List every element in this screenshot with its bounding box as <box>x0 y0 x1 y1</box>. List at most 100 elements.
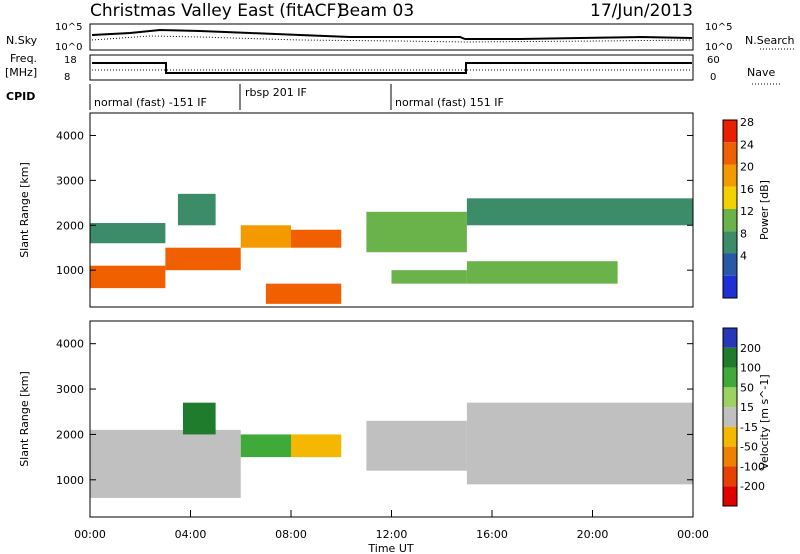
velocity-colorbar-seg <box>723 367 737 388</box>
velocity-colorbar-seg <box>723 328 737 348</box>
velocity-colorbar-seg <box>723 426 737 447</box>
nsearch-trace <box>91 35 693 43</box>
ytick-label: 4000 <box>56 338 84 351</box>
freq-label: Freq. <box>10 52 37 65</box>
x-axis-ticks: 00:00 04:00 08:00 12:00 16:00 20:00 00:00 <box>74 510 709 541</box>
velocity-band-2 <box>240 434 291 458</box>
cpid-segment-3: normal (fast) 151 IF <box>395 96 504 109</box>
beam-label: Beam 03 <box>338 1 414 21</box>
power-heatmap <box>90 193 693 304</box>
power-band-9 <box>466 261 618 284</box>
velocity-heatmap <box>90 402 693 498</box>
velocity-colorbar-seg <box>723 446 737 467</box>
xtick-label: 12:00 <box>376 528 408 541</box>
nsky-trace <box>91 28 693 40</box>
power-colorbar-tick: 8 <box>740 227 747 240</box>
freq-tick-top: 18 <box>64 55 77 66</box>
ytick-label: 2000 <box>56 428 84 441</box>
nave-tick-top: 60 <box>707 55 720 66</box>
power-colorbar-label: Power [dB] <box>758 180 771 240</box>
velocity-colorbar-seg <box>723 486 737 506</box>
power-colorbar-seg <box>723 231 737 254</box>
power-colorbar-tick: 20 <box>740 161 754 174</box>
power-colorbar-seg <box>723 120 737 143</box>
ytick-label: 3000 <box>56 174 84 187</box>
xtick-label: 00:00 <box>74 528 106 541</box>
power-panel: Slant Range [km] 4000 3000 2000 1000 <box>18 112 694 308</box>
power-band-8 <box>391 270 467 284</box>
power-colorbar-seg <box>723 253 737 276</box>
nsearch-tick-bottom: 10^0 <box>705 42 732 53</box>
velocity-colorbar-tick: -15 <box>740 421 758 434</box>
ytick-label: 1000 <box>56 264 84 277</box>
power-colorbar: 28 24 20 16 12 8 4 <box>722 116 754 299</box>
nave-label: Nave <box>747 66 775 79</box>
power-band-1 <box>90 223 166 244</box>
xtick-label: 04:00 <box>175 528 207 541</box>
velocity-band-3 <box>291 434 342 458</box>
xtick-label: 16:00 <box>476 528 508 541</box>
velocity-yticks: 4000 3000 2000 1000 <box>56 338 693 487</box>
chart-title: Christmas Valley East (fitACF) <box>90 1 343 21</box>
freq-tick-bottom: 8 <box>64 72 70 83</box>
cpid-row: CPID normal (fast) -151 IF rbsp 201 IF n… <box>6 84 504 110</box>
power-band-3 <box>177 193 216 226</box>
nsearch-tick-top: 10^5 <box>705 22 732 33</box>
freq-trace <box>92 62 692 74</box>
ytick-label: 2000 <box>56 219 84 232</box>
velocity-colorbar-tick: 15 <box>740 401 754 414</box>
xtick-label: 20:00 <box>577 528 609 541</box>
velocity-band-5 <box>466 402 693 485</box>
xtick-label: 08:00 <box>275 528 307 541</box>
power-colorbar-tick: 12 <box>740 205 754 218</box>
velocity-colorbar-tick: -50 <box>740 441 758 454</box>
power-colorbar-tick: 16 <box>740 183 754 196</box>
power-band-2 <box>165 247 241 271</box>
velocity-band-4 <box>366 420 467 471</box>
nsky-panel: N.Sky 10^5 10^0 10^5 10^0 N.Search <box>6 22 795 53</box>
power-colorbar-tick: 4 <box>740 250 747 263</box>
ytick-label: 3000 <box>56 383 84 396</box>
power-colorbar-seg <box>723 186 737 209</box>
velocity-ylabel: Slant Range [km] <box>18 371 31 467</box>
velocity-colorbar-tick: 200 <box>740 342 761 355</box>
ytick-label: 4000 <box>56 129 84 142</box>
velocity-colorbar-tick: -100 <box>740 460 765 473</box>
xtick-label: 00:00 <box>677 528 709 541</box>
cpid-label: CPID <box>6 90 35 103</box>
power-band-7 <box>366 211 467 253</box>
nsearch-label: N.Search <box>745 34 795 47</box>
x-axis-label: Time UT <box>367 542 413 554</box>
velocity-colorbar-tick: -200 <box>740 480 765 493</box>
velocity-colorbar: 200 100 50 15 -15 -50 -100 -200 <box>722 327 765 507</box>
power-band-6 <box>265 283 342 304</box>
power-colorbar-seg <box>723 164 737 187</box>
power-colorbar-tick: 24 <box>740 138 754 151</box>
ytick-label: 1000 <box>56 474 84 487</box>
nave-tick-bottom: 0 <box>710 72 716 83</box>
power-colorbar-tick: 28 <box>740 116 754 129</box>
velocity-colorbar-tick: 100 <box>740 362 761 375</box>
power-band-0 <box>90 265 166 289</box>
velocity-colorbar-seg <box>723 407 737 427</box>
power-ylabel: Slant Range [km] <box>18 162 31 258</box>
power-yticks: 4000 3000 2000 1000 <box>56 129 693 277</box>
velocity-colorbar-seg <box>723 347 737 368</box>
power-colorbar-seg <box>723 209 737 232</box>
power-colorbar-seg <box>723 142 737 165</box>
power-colorbar-seg <box>723 275 737 298</box>
cpid-segment-1: normal (fast) -151 IF <box>94 96 207 109</box>
velocity-colorbar-label: Velocity [m s^-1] <box>758 374 771 469</box>
velocity-panel: Slant Range [km] 4000 3000 2000 1000 <box>18 320 694 518</box>
velocity-band-0 <box>90 429 241 498</box>
power-band-10 <box>466 198 693 226</box>
freq-unit: [MHz] <box>5 66 37 79</box>
velocity-band-1 <box>182 402 216 435</box>
velocity-colorbar-seg <box>723 466 737 487</box>
power-band-4 <box>240 225 291 248</box>
power-band-5 <box>291 229 342 248</box>
date-label: 17/Jun/2013 <box>590 1 693 21</box>
nsky-label: N.Sky <box>6 34 38 47</box>
nsky-tick-top: 10^5 <box>55 22 82 33</box>
velocity-colorbar-tick: 50 <box>740 381 754 394</box>
